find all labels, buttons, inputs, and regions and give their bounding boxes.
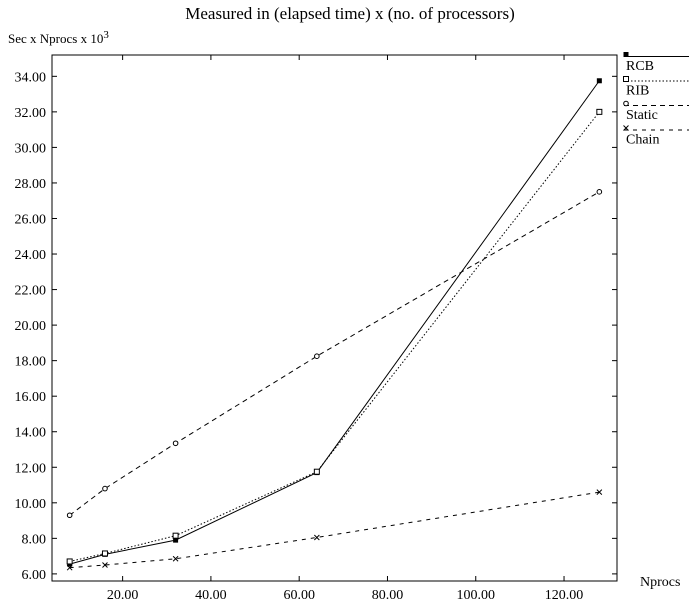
series-line-rib	[69, 111, 600, 562]
legend-label-rib: RIB	[626, 84, 649, 99]
legend-item-rib: RIB	[623, 76, 689, 99]
y-tick-label: 32.00	[15, 106, 47, 121]
y-tick-label: 8.00	[22, 532, 47, 547]
series-chain	[66, 489, 603, 571]
series-line-chain	[69, 491, 600, 569]
data-point-chain	[313, 534, 320, 541]
data-point-chain	[102, 562, 108, 568]
x-tick-label: 40.00	[195, 588, 227, 603]
x-marker-stroke	[623, 125, 629, 131]
x-marker-stroke	[313, 534, 320, 541]
data-point-static	[596, 189, 603, 195]
series-line-static	[69, 191, 600, 516]
y-tick-label: 26.00	[15, 212, 47, 227]
y-tick-label: 34.00	[15, 70, 47, 85]
x-axis-label: Nprocs	[640, 575, 680, 590]
legend: RCB RIB Static Chain	[623, 52, 689, 148]
x-tick-label: 60.00	[283, 588, 315, 603]
data-point-chain	[172, 555, 179, 562]
legend-label-chain: Chain	[626, 133, 659, 148]
data-point-static	[314, 353, 320, 360]
x-tick-label: 20.00	[107, 588, 139, 603]
y-axis-label: Sec x Nprocs x 103	[8, 29, 109, 46]
y-tick-label: 24.00	[15, 248, 47, 263]
legend-marker-rib	[623, 76, 629, 82]
x-axis: 20.00 40.00 60.00 80.00 100.00 120.00	[107, 55, 583, 603]
series-static	[66, 189, 603, 519]
data-point-rib	[172, 532, 179, 539]
y-tick-label: 16.00	[15, 390, 47, 405]
data-point-chain	[66, 564, 73, 571]
chart-title: Measured in (elapsed time) x (no. of pro…	[185, 4, 515, 23]
legend-marker-static	[623, 100, 629, 107]
y-axis-label-text: Sec x Nprocs x 10	[8, 31, 103, 46]
y-tick-label: 28.00	[15, 177, 47, 192]
legend-item-chain: Chain	[623, 125, 689, 148]
legend-marker-rcb	[623, 52, 629, 57]
plot-area-frame	[51, 54, 618, 582]
series-layer	[66, 78, 603, 571]
data-point-static	[102, 485, 108, 492]
data-point-rcb	[173, 537, 179, 543]
x-tick-label: 80.00	[372, 588, 404, 603]
x-marker-stroke	[596, 489, 603, 496]
data-point-rib	[596, 108, 603, 115]
data-point-static	[172, 440, 179, 447]
y-axis: 6.00 8.00 10.00 12.00 14.00 16.00 18.00 20.00 22…	[15, 70, 617, 583]
data-point-rib	[313, 468, 320, 475]
y-tick-label: 22.00	[15, 284, 47, 299]
x-marker-stroke	[102, 562, 108, 568]
x-marker-stroke	[172, 555, 179, 562]
y-tick-label: 18.00	[15, 355, 47, 370]
data-point-chain	[596, 489, 603, 496]
y-tick-label: 6.00	[22, 568, 47, 583]
x-tick-label: 100.00	[457, 588, 496, 603]
legend-item-static: Static	[623, 100, 689, 123]
data-point-rib	[66, 558, 73, 565]
series-rib	[66, 108, 603, 565]
x-tick-label: 120.00	[545, 588, 584, 603]
series-rcb	[67, 78, 602, 567]
x-marker-stroke	[66, 564, 73, 571]
legend-label-static: Static	[626, 108, 658, 123]
y-tick-label: 20.00	[15, 319, 47, 334]
data-point-rib	[101, 550, 108, 557]
series-line-rcb	[69, 80, 600, 565]
y-tick-label: 14.00	[15, 426, 47, 441]
y-tick-label: 12.00	[15, 461, 47, 476]
data-point-static	[66, 512, 73, 519]
data-point-rcb	[596, 78, 602, 84]
y-axis-label-superscript: 3	[103, 29, 109, 41]
legend-marker-chain	[623, 125, 629, 131]
y-tick-label: 10.00	[15, 497, 47, 512]
legend-item-rcb: RCB	[623, 52, 689, 74]
y-tick-label: 30.00	[15, 141, 47, 156]
legend-label-rcb: RCB	[626, 59, 654, 74]
